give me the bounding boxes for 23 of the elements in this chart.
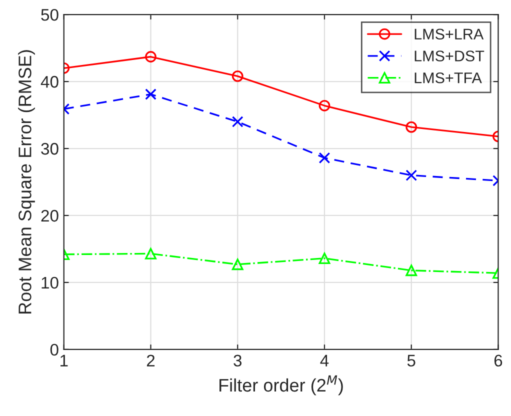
point xyxy=(232,116,244,128)
point xyxy=(232,258,244,270)
x-tick-label: 1 xyxy=(60,354,68,366)
x-tick-label: 5 xyxy=(407,354,416,367)
x-axis-title: Filter order (2$^{M}$) xyxy=(220,375,343,396)
y-tick-label: 0 xyxy=(50,344,58,356)
y-tick-label: 20 xyxy=(41,210,58,222)
point xyxy=(318,252,330,264)
y-tick-label: 30 xyxy=(41,142,58,155)
point xyxy=(232,70,244,82)
x-tick-label: 6 xyxy=(494,354,502,367)
legend-label: LMS+LRA xyxy=(414,28,484,40)
point xyxy=(318,152,330,164)
y-tick-label: 40 xyxy=(40,76,58,88)
y-axis-title: Root Mean Square Error (RMSE) xyxy=(18,50,35,314)
y-tick-label: 50 xyxy=(41,8,58,21)
y-tick-label: 10 xyxy=(42,276,58,289)
legend-label: LMS+TFA xyxy=(414,72,482,84)
point xyxy=(318,100,330,112)
x-tick-label: 4 xyxy=(320,354,329,366)
legend-label: LMS+DST xyxy=(414,50,484,62)
x-tick-label: 3 xyxy=(234,354,242,367)
x-tick-label: 2 xyxy=(146,354,155,366)
